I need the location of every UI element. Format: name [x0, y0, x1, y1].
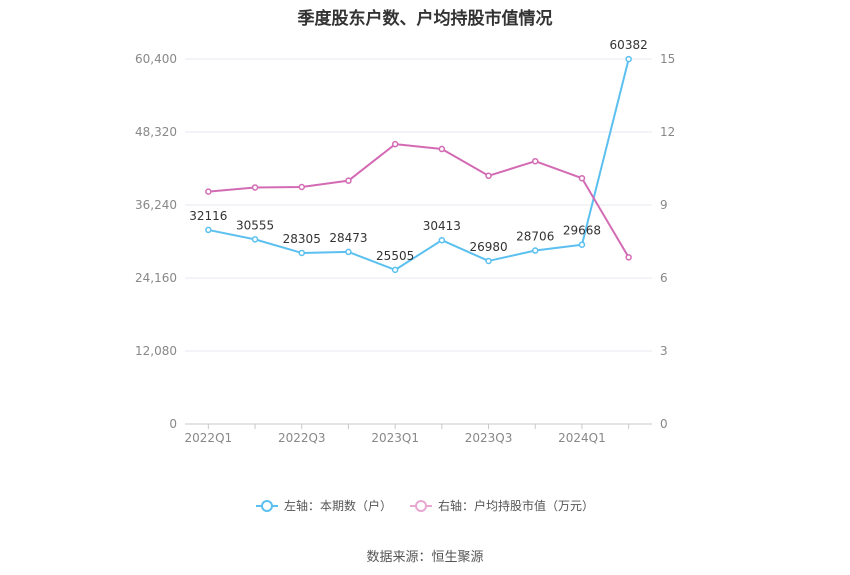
x-tick-label: 2023Q3 [465, 431, 513, 445]
y-right-tick-label: 6 [660, 271, 668, 285]
data-point-right [625, 254, 632, 261]
data-point-right [391, 140, 399, 148]
legend: 左轴：本期数（户） 右轴：户均持股市值（万元） [0, 497, 850, 514]
data-point-right [298, 183, 305, 191]
y-right-tick-label: 9 [660, 198, 668, 212]
legend-item-right-series[interactable]: 右轴：户均持股市值（万元） [410, 497, 594, 514]
data-label: 30555 [236, 218, 274, 232]
data-point-right [578, 174, 586, 182]
legend-right-series-icon [410, 499, 432, 512]
y-left-tick-label: 0 [169, 417, 177, 431]
series-line-right [208, 143, 630, 258]
data-source: 数据来源：恒生聚源 [366, 550, 484, 565]
y-left-tick-label: 12,080 [135, 344, 177, 358]
data-point-left [298, 249, 305, 257]
data-label: 28473 [329, 231, 367, 245]
data-point-right [251, 184, 259, 191]
legend-left-series-icon [255, 499, 278, 512]
legend-item-left-series[interactable]: 左轴：本期数（户） [255, 497, 392, 514]
data-label: 26980 [469, 240, 507, 254]
data-label: 60382 [610, 38, 648, 52]
y-left-tick-label: 60,400 [135, 52, 177, 66]
data-point-right [205, 188, 212, 195]
series-line-left [208, 58, 630, 271]
data-point-left [438, 236, 446, 244]
x-tick-label: 2024Q1 [558, 431, 606, 445]
y-left-tick-label: 48,320 [135, 125, 177, 139]
data-label: 32116 [189, 209, 227, 223]
data-point-left [625, 55, 632, 63]
y-right-tick-label: 3 [660, 344, 668, 358]
y-left-tick-label: 24,160 [135, 271, 177, 285]
y-right-tick-label: 12 [660, 125, 675, 139]
data-point-right [485, 172, 492, 180]
data-point-left [205, 226, 212, 234]
data-point-left [251, 236, 259, 243]
data-point-left [345, 248, 352, 256]
legend-left-series-label: 左轴：本期数（户） [283, 499, 392, 513]
data-label: 28706 [516, 230, 554, 244]
x-tick-label: 2022Q1 [185, 431, 233, 445]
data-point-right [345, 177, 352, 184]
data-label: 30413 [423, 219, 461, 233]
x-tick-label: 2023Q1 [371, 431, 419, 445]
data-point-left [485, 257, 492, 265]
data-label: 25505 [376, 249, 414, 263]
data-point-left [532, 247, 539, 254]
legend-right-series-label: 右轴：户均持股市值（万元） [438, 499, 595, 513]
data-label: 29668 [563, 224, 601, 238]
y-right-tick-label: 15 [660, 52, 675, 66]
data-point-right [438, 145, 446, 153]
y-right-tick-label: 0 [660, 417, 668, 431]
data-label: 28305 [283, 232, 321, 246]
data-point-left [578, 241, 586, 248]
x-tick-label: 2022Q3 [278, 431, 326, 445]
data-point-right [532, 157, 539, 165]
y-left-tick-label: 36,240 [135, 198, 177, 212]
data-point-left [391, 266, 399, 274]
chart-title: 季度股东户数、户均持股市值情况 [297, 9, 553, 29]
